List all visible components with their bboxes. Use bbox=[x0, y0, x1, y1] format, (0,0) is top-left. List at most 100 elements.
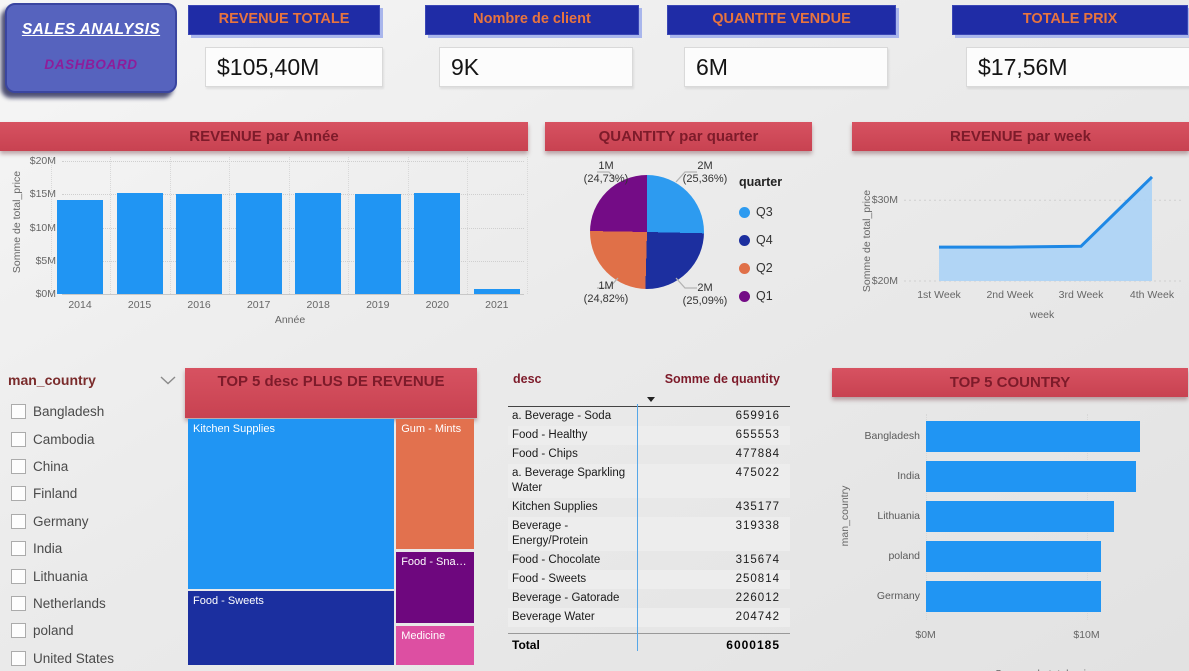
bar-2019[interactable] bbox=[354, 193, 401, 294]
gridline-x bbox=[110, 157, 112, 294]
bar-lithuania[interactable] bbox=[925, 501, 1114, 532]
slicer-item-lithuania[interactable]: Lithuania bbox=[8, 562, 178, 589]
checkbox[interactable] bbox=[11, 568, 26, 584]
pie-quantity-par-quarter[interactable] bbox=[590, 175, 704, 289]
slicer-item-china[interactable]: China bbox=[8, 453, 178, 480]
checkbox[interactable] bbox=[11, 513, 26, 529]
gridline-y bbox=[62, 194, 524, 196]
x-axis-tick-label: 2nd Week bbox=[986, 289, 1034, 301]
sort-descending-icon bbox=[647, 397, 655, 402]
cell-quantity: 475022 bbox=[735, 467, 780, 479]
checkbox[interactable] bbox=[11, 458, 26, 474]
checkbox[interactable] bbox=[11, 486, 26, 502]
area-chart-svg[interactable] bbox=[852, 151, 1189, 301]
bar-2021[interactable] bbox=[473, 289, 520, 294]
legend-item-q3[interactable]: Q3 bbox=[739, 198, 782, 226]
legend-item-q2[interactable]: Q2 bbox=[739, 254, 782, 282]
bar-2016[interactable] bbox=[176, 193, 223, 294]
checkbox[interactable] bbox=[11, 431, 26, 447]
x-axis-tick-label: 4th Week bbox=[1129, 289, 1175, 301]
cell-desc: a. Beverage - Soda bbox=[512, 410, 612, 422]
gridline-x bbox=[229, 157, 231, 294]
category-label-germany: Germany bbox=[876, 590, 920, 602]
bar-bangladesh[interactable] bbox=[925, 421, 1140, 452]
gridline-x bbox=[407, 157, 409, 294]
legend-item-q1[interactable]: Q1 bbox=[739, 282, 782, 310]
category-label-lithuania: Lithuania bbox=[877, 510, 920, 522]
slicer-item-united-states[interactable]: United States bbox=[8, 645, 178, 671]
x-axis-tick-label: 2019 bbox=[366, 299, 390, 311]
kpi-value-nombre-client: 9K bbox=[439, 47, 633, 87]
gridline-x bbox=[526, 157, 528, 294]
table-row[interactable]: Food - Chocolate 315674 bbox=[508, 551, 790, 570]
pie-label-value: 2M bbox=[697, 160, 713, 172]
year-x-axis-title: Année bbox=[274, 314, 306, 326]
treemap-tile-food-sweets[interactable]: Food - Sweets bbox=[188, 590, 394, 665]
gridline-y bbox=[62, 227, 524, 229]
x-axis-tick-label: 2018 bbox=[306, 299, 330, 311]
table-col-somme-quantity[interactable]: Somme de quantity bbox=[664, 372, 780, 386]
pie-slice-label-q1: 1M (24,73%) bbox=[566, 160, 646, 186]
cell-quantity: 226012 bbox=[735, 592, 780, 604]
slicer-item-netherlands[interactable]: Netherlands bbox=[8, 590, 178, 617]
cell-quantity: 250814 bbox=[735, 573, 780, 585]
cell-desc: Kitchen Supplies bbox=[512, 501, 598, 513]
chart-title-top5-country: TOP 5 COUNTRY bbox=[832, 368, 1188, 397]
treemap-tile-medicine[interactable]: Medicine bbox=[396, 626, 474, 665]
checkbox[interactable] bbox=[11, 541, 26, 557]
country-chart-plot: man_country Somme de total_price $0M$10M… bbox=[832, 396, 1188, 671]
slicer-item-label: China bbox=[33, 458, 69, 474]
slicer-item-germany[interactable]: Germany bbox=[8, 508, 178, 535]
table-row[interactable]: Food - Healthy 655553 bbox=[508, 426, 790, 445]
pie-slice-label-q3: 2M (25,36%) bbox=[665, 160, 745, 186]
cell-desc: Food - Sweets bbox=[512, 573, 587, 585]
table-row[interactable]: Beverage - Energy/Protein 319338 bbox=[508, 517, 790, 551]
checkbox[interactable] bbox=[11, 650, 26, 666]
x-axis-tick-label: 2016 bbox=[187, 299, 211, 311]
bar-india[interactable] bbox=[925, 461, 1137, 492]
chart-top5-country: TOP 5 COUNTRY man_country Somme de total… bbox=[832, 368, 1188, 671]
gridline-x bbox=[467, 157, 469, 294]
checkbox[interactable] bbox=[11, 623, 26, 639]
cell-desc: Beverage Water bbox=[512, 611, 595, 623]
category-label-bangladesh: Bangladesh bbox=[864, 430, 920, 442]
legend-label: Q2 bbox=[756, 261, 773, 275]
table-row[interactable]: Food - Chips 477884 bbox=[508, 445, 790, 464]
table-col-desc[interactable]: desc bbox=[513, 372, 542, 386]
bar-2020[interactable] bbox=[414, 192, 461, 294]
legend-dot-icon bbox=[739, 262, 750, 274]
table-row[interactable]: a. Beverage Sparkling Water 475022 bbox=[508, 464, 790, 498]
bar-2014[interactable] bbox=[57, 200, 103, 294]
legend-item-q4[interactable]: Q4 bbox=[739, 226, 782, 254]
slicer-item-poland[interactable]: poland bbox=[8, 617, 178, 644]
checkbox[interactable] bbox=[11, 404, 26, 420]
slicer-item-bangladesh[interactable]: Bangladesh bbox=[8, 398, 178, 425]
total-value: 6000185 bbox=[726, 638, 780, 652]
table-desc-quantity: desc Somme de quantity a. Beverage - Sod… bbox=[508, 372, 790, 660]
x-axis-tick-label: 2015 bbox=[127, 299, 152, 311]
treemap-tile-gum-mints[interactable]: Gum - Mints bbox=[396, 419, 474, 549]
slicer-item-cambodia[interactable]: Cambodia bbox=[8, 425, 178, 452]
bar-2017[interactable] bbox=[235, 192, 282, 294]
bar-2015[interactable] bbox=[116, 192, 163, 294]
logo-title: SALES ANALYSIS bbox=[21, 21, 161, 38]
bar-poland[interactable] bbox=[925, 541, 1101, 572]
table-row[interactable]: Beverage Water 204742 bbox=[508, 608, 790, 627]
slicer-item-finland[interactable]: Finland bbox=[8, 480, 178, 507]
bar-2018[interactable] bbox=[295, 192, 342, 294]
slicer-item-india[interactable]: India bbox=[8, 535, 178, 562]
bar-germany[interactable] bbox=[925, 581, 1101, 612]
cell-desc: Food - Healthy bbox=[512, 429, 588, 441]
treemap-tile-kitchen-supplies[interactable]: Kitchen Supplies bbox=[188, 419, 394, 589]
table-row[interactable]: Food - Sweets 250814 bbox=[508, 570, 790, 589]
table-row[interactable]: Beverage - Gatorade 226012 bbox=[508, 589, 790, 608]
kpi-value-quantite-vendue: 6M bbox=[684, 47, 888, 87]
gridline-x bbox=[288, 157, 290, 294]
table-row[interactable]: a. Beverage - Soda 659916 bbox=[508, 407, 790, 426]
table-row[interactable]: Kitchen Supplies 435177 bbox=[508, 498, 790, 517]
treemap-tile-food-sna-[interactable]: Food - Sna… bbox=[396, 551, 474, 624]
pie-slice-label-q2: 1M (24,82%) bbox=[566, 280, 646, 306]
checkbox[interactable] bbox=[11, 595, 26, 611]
chevron-down-icon[interactable] bbox=[160, 376, 176, 385]
gridline-y bbox=[62, 260, 524, 262]
